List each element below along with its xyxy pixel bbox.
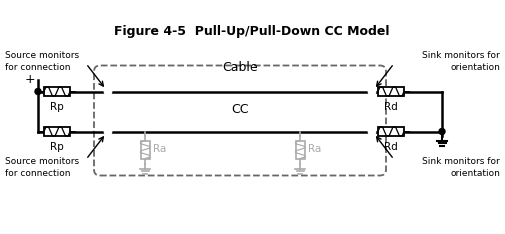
Text: Rd: Rd (384, 143, 398, 153)
Text: Sink monitors for
orientation: Sink monitors for orientation (422, 51, 500, 72)
Circle shape (105, 88, 112, 95)
Text: Rp: Rp (50, 102, 64, 113)
Bar (140, 140, 149, 158)
Circle shape (369, 128, 376, 135)
Circle shape (369, 88, 376, 95)
Text: Rd: Rd (384, 102, 398, 113)
Bar (295, 140, 305, 158)
Circle shape (105, 128, 112, 135)
Text: Rp: Rp (50, 143, 64, 153)
Bar (44, 87, 70, 96)
Text: Source monitors
for connection: Source monitors for connection (5, 157, 79, 178)
Text: Cable: Cable (222, 61, 258, 74)
Text: Figure 4-5  Pull-Up/Pull-Down CC Model: Figure 4-5 Pull-Up/Pull-Down CC Model (114, 25, 390, 38)
Text: Ra: Ra (308, 145, 321, 154)
Bar (378, 87, 404, 96)
Circle shape (35, 88, 41, 95)
Circle shape (439, 128, 445, 135)
Text: Ra: Ra (153, 145, 166, 154)
Text: Source monitors
for connection: Source monitors for connection (5, 51, 79, 72)
Text: Sink monitors for
orientation: Sink monitors for orientation (422, 157, 500, 178)
Bar (44, 127, 70, 136)
Text: +: + (25, 73, 35, 86)
Text: CC: CC (231, 103, 249, 116)
Bar (378, 127, 404, 136)
